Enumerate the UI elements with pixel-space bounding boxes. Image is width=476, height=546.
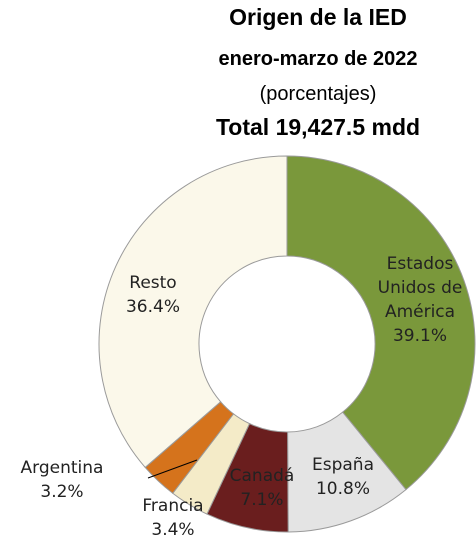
- slice: [98, 155, 288, 469]
- category-label: Francia: [142, 496, 204, 516]
- chart-subtitle: enero-marzo de 2022: [218, 48, 418, 70]
- category-label: Resto: [129, 273, 177, 293]
- total: Total 19,427.5 mdd: [215, 114, 421, 140]
- data-label: Resto 36.4%: [108, 271, 198, 319]
- data-label: España 10.8%: [298, 453, 388, 501]
- chart-title: Origen de la IED: [229, 4, 407, 30]
- category-label: Canadá: [229, 466, 295, 486]
- category-label: España: [312, 455, 374, 475]
- value-label: 7.1%: [240, 490, 284, 510]
- data-label: Francia 3.4%: [128, 494, 218, 542]
- value-label: 39.1%: [392, 326, 447, 346]
- leader-line: [147, 459, 198, 479]
- data-label: Estados Unidos de América 39.1%: [375, 252, 465, 348]
- data-label: Argentina 3.2%: [7, 456, 117, 504]
- value-label: 36.4%: [125, 297, 180, 317]
- unit-note: (porcentajes): [259, 83, 377, 105]
- value-label: 3.4%: [151, 520, 195, 540]
- category-label: Estados Unidos de América: [377, 254, 463, 322]
- value-label: 3.2%: [40, 482, 84, 502]
- data-label: Canadá 7.1%: [217, 464, 307, 512]
- slice: [286, 155, 476, 491]
- value-label: 10.8%: [315, 479, 370, 499]
- category-label: Argentina: [20, 458, 104, 478]
